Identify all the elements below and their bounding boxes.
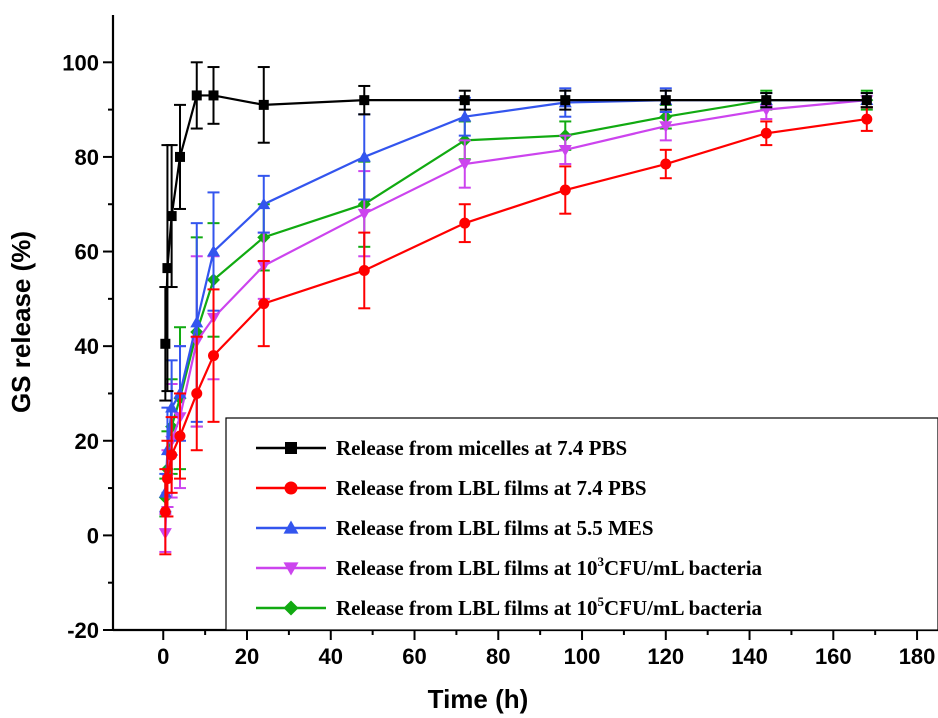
- data-point: [160, 338, 171, 349]
- legend-label: Release from LBL films at 103CFU/mL bact…: [336, 554, 763, 580]
- legend-marker: [284, 481, 298, 495]
- legend-label: Release from LBL films at 7.4 PBS: [336, 476, 647, 500]
- legend-marker: [283, 520, 299, 534]
- data-point: [258, 99, 269, 110]
- data-point: [659, 121, 673, 133]
- data-point: [357, 208, 371, 221]
- data-point: [175, 151, 186, 162]
- x-tick-label: 140: [731, 644, 768, 669]
- legend-label: Release from LBL films at 105CFU/mL bact…: [336, 594, 763, 620]
- legend-label-text: Release from LBL films at 10: [336, 596, 598, 620]
- axes: 0 20 40 60 80 100 120 140 160 180 -20 0 20 40 60 80 100: [62, 15, 938, 669]
- data-point: [761, 95, 772, 106]
- data-point: [207, 245, 221, 257]
- data-point: [258, 298, 270, 310]
- data-point: [162, 263, 173, 274]
- x-tick-label: 20: [235, 644, 259, 669]
- legend-entry-5: Release from LBL films at 105CFU/mL bact…: [256, 594, 763, 620]
- plot-area: [158, 61, 874, 556]
- legend-entry-2: Release from LBL films at 7.4 PBS: [256, 476, 647, 500]
- x-axis-title: Time (h): [428, 684, 529, 714]
- data-point: [165, 401, 179, 413]
- x-tick-label: 100: [564, 644, 601, 669]
- x-tick-label: 120: [647, 644, 684, 669]
- legend-label-text: Release from LBL films at 10: [336, 556, 598, 580]
- data-point: [159, 506, 171, 518]
- legend-entry-4: Release from LBL films at 103CFU/mL bact…: [256, 554, 763, 580]
- legend-marker: [283, 600, 299, 616]
- y-tick-label: 40: [75, 334, 99, 359]
- legend-entry-3: Release from LBL films at 5.5 MES: [256, 516, 654, 540]
- data-point: [174, 430, 186, 442]
- data-point: [560, 95, 571, 106]
- legend-marker: [285, 442, 297, 454]
- x-tick-label: 160: [815, 644, 852, 669]
- data-point: [166, 211, 177, 222]
- data-point: [559, 184, 571, 196]
- y-tick-label: 80: [75, 145, 99, 170]
- series-2: [159, 106, 873, 556]
- x-tick-label: 0: [157, 644, 169, 669]
- data-point: [458, 110, 472, 122]
- data-point: [190, 316, 204, 328]
- legend-label-superscript: 5: [598, 594, 605, 609]
- data-point: [459, 95, 470, 106]
- data-point: [458, 159, 472, 171]
- legend-label-text: CFU/mL bacteria: [604, 556, 763, 580]
- legend-entry-1: Release from micelles at 7.4 PBS: [256, 436, 627, 460]
- x-tick-label: 60: [402, 644, 426, 669]
- y-axis-title: GS release (%): [6, 231, 36, 413]
- data-point: [208, 90, 219, 101]
- y-tick-label: -20: [67, 618, 99, 643]
- y-tick-label: 0: [87, 523, 99, 548]
- data-point: [558, 144, 572, 157]
- x-tick-label: 180: [899, 644, 936, 669]
- x-tick-label: 40: [319, 644, 343, 669]
- data-point: [359, 95, 370, 106]
- series-1: [159, 61, 873, 402]
- legend-label-text: CFU/mL bacteria: [604, 596, 763, 620]
- legend-label: Release from LBL films at 5.5 MES: [336, 516, 654, 540]
- data-point: [191, 387, 203, 399]
- data-point: [161, 473, 173, 485]
- y-tick-label: 100: [62, 50, 99, 75]
- data-point: [191, 90, 202, 101]
- y-tick-label: 20: [75, 429, 99, 454]
- data-point: [257, 197, 271, 210]
- data-point: [660, 95, 671, 106]
- legend-label-superscript: 3: [598, 554, 605, 569]
- data-point: [760, 127, 772, 139]
- data-point: [861, 95, 872, 106]
- data-point: [358, 264, 370, 276]
- legend-marker: [283, 562, 299, 576]
- data-point: [357, 150, 371, 162]
- legend-label: Release from micelles at 7.4 PBS: [336, 436, 627, 460]
- data-point: [459, 217, 471, 229]
- data-point: [208, 350, 220, 362]
- y-tick-label: 60: [75, 240, 99, 265]
- legend: Release from micelles at 7.4 PBS Release …: [225, 417, 938, 631]
- x-tick-label: 80: [486, 644, 510, 669]
- data-point: [861, 113, 873, 125]
- legend-box: [225, 417, 938, 631]
- data-point: [660, 158, 672, 170]
- data-point: [166, 449, 178, 461]
